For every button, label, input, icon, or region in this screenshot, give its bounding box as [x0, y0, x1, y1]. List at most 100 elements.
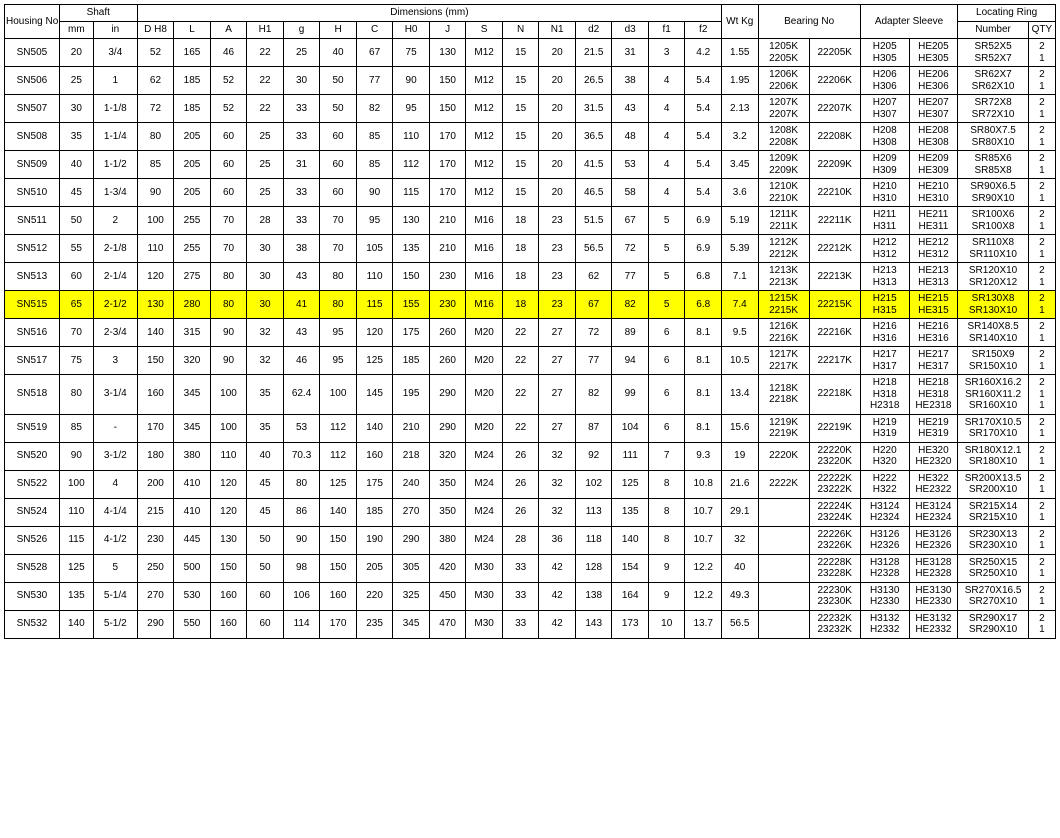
table-cell: 36 [539, 526, 576, 554]
header-f1: f1 [648, 22, 685, 39]
table-cell: 65 [59, 291, 93, 319]
table-cell: HE215HE315 [909, 291, 958, 319]
table-cell: M24 [466, 526, 503, 554]
table-cell: 10 [648, 610, 685, 638]
header-s: S [466, 22, 503, 39]
table-cell: 40 [721, 554, 758, 582]
table-cell: 85 [356, 123, 393, 151]
table-cell: SN506 [5, 67, 60, 95]
table-cell: M24 [466, 470, 503, 498]
table-cell: 46.5 [575, 179, 612, 207]
table-cell: 1-1/2 [93, 151, 137, 179]
table-cell: 92 [575, 442, 612, 470]
table-cell: 22 [247, 39, 284, 67]
table-cell: 20 [539, 95, 576, 123]
header-c: C [356, 22, 393, 39]
table-cell: 22 [502, 375, 539, 415]
table-cell: 100 [210, 414, 247, 442]
table-cell: 550 [174, 610, 211, 638]
table-cell: 23 [539, 263, 576, 291]
table-cell: 21 [1028, 179, 1055, 207]
table-cell: 95 [393, 95, 430, 123]
table-cell: HE212HE312 [909, 235, 958, 263]
table-cell: 6.9 [685, 235, 722, 263]
table-cell: H3130H2330 [860, 582, 909, 610]
header-n1: N1 [539, 22, 576, 39]
table-cell: 22 [502, 347, 539, 375]
table-row: SN515652-1/213028080304180115155230M1618… [5, 291, 1056, 319]
table-cell: 22230K23230K [809, 582, 860, 610]
table-cell: 345 [174, 414, 211, 442]
table-row: SN520903-1/21803801104070.3112160218320M… [5, 442, 1056, 470]
table-cell [758, 582, 809, 610]
table-cell: 5 [648, 263, 685, 291]
table-cell: 150 [320, 554, 357, 582]
table-cell: M30 [466, 610, 503, 638]
table-cell: HE3126HE2326 [909, 526, 958, 554]
table-cell: 33 [283, 179, 320, 207]
table-cell: 77 [612, 263, 649, 291]
table-cell: 75 [59, 347, 93, 375]
table-cell: 53 [612, 151, 649, 179]
table-cell: H210H310 [860, 179, 909, 207]
table-cell: 111 [612, 442, 649, 470]
header-locating: Locating Ring [958, 5, 1056, 22]
table-cell: 115 [59, 526, 93, 554]
table-cell: 15 [502, 123, 539, 151]
table-row: SN50625162185522230507790150M12152026.53… [5, 67, 1056, 95]
table-cell: 8.1 [685, 319, 722, 347]
table-row: SN505203/452165462225406775130M12152021.… [5, 39, 1056, 67]
table-cell: HE322HE2322 [909, 470, 958, 498]
table-cell: HE216HE316 [909, 319, 958, 347]
table-cell: 100 [59, 470, 93, 498]
table-cell: 22224K23224K [809, 498, 860, 526]
table-cell: 7.4 [721, 291, 758, 319]
table-cell: 8 [648, 470, 685, 498]
table-cell [758, 610, 809, 638]
table-cell: HE219HE319 [909, 414, 958, 442]
table-cell: 185 [174, 95, 211, 123]
table-cell: 55 [59, 235, 93, 263]
table-cell: M30 [466, 582, 503, 610]
table-cell: 36.5 [575, 123, 612, 151]
table-cell: 8 [648, 526, 685, 554]
table-cell: SR52X5SR52X7 [958, 39, 1029, 67]
table-cell: 115 [356, 291, 393, 319]
table-cell: M30 [466, 554, 503, 582]
table-cell: 170 [429, 179, 466, 207]
table-cell: 1208K2208K [758, 123, 809, 151]
table-cell: 27 [539, 319, 576, 347]
table-cell: 1210K2210K [758, 179, 809, 207]
table-cell: 150 [429, 95, 466, 123]
table-cell [758, 554, 809, 582]
table-cell: 9 [648, 554, 685, 582]
table-cell: M20 [466, 375, 503, 415]
table-cell: 130 [210, 526, 247, 554]
table-cell: 27 [539, 347, 576, 375]
table-cell: 3.6 [721, 179, 758, 207]
table-cell: 38 [612, 67, 649, 95]
table-cell: 255 [174, 207, 211, 235]
table-cell: - [93, 414, 137, 442]
table-cell: 125 [612, 470, 649, 498]
table-cell: SR180X12.1SR180X10 [958, 442, 1029, 470]
table-cell: HE207HE307 [909, 95, 958, 123]
table-cell: 150 [320, 526, 357, 554]
table-cell: 82 [575, 375, 612, 415]
table-cell: 56.5 [721, 610, 758, 638]
table-cell: 7 [648, 442, 685, 470]
table-cell: 8 [648, 498, 685, 526]
table-cell: 345 [174, 375, 211, 415]
table-cell: 170 [429, 151, 466, 179]
table-cell: 21 [1028, 347, 1055, 375]
table-cell: 43 [283, 319, 320, 347]
table-cell: 125 [320, 470, 357, 498]
table-cell: HE205HE305 [909, 39, 958, 67]
table-cell: 20 [539, 151, 576, 179]
table-cell: 6 [648, 347, 685, 375]
table-cell: 205 [174, 179, 211, 207]
table-cell: 380 [174, 442, 211, 470]
table-row: SN5261154-1/22304451305090150190290380M2… [5, 526, 1056, 554]
table-cell: 52 [137, 39, 174, 67]
table-cell: 22 [502, 414, 539, 442]
